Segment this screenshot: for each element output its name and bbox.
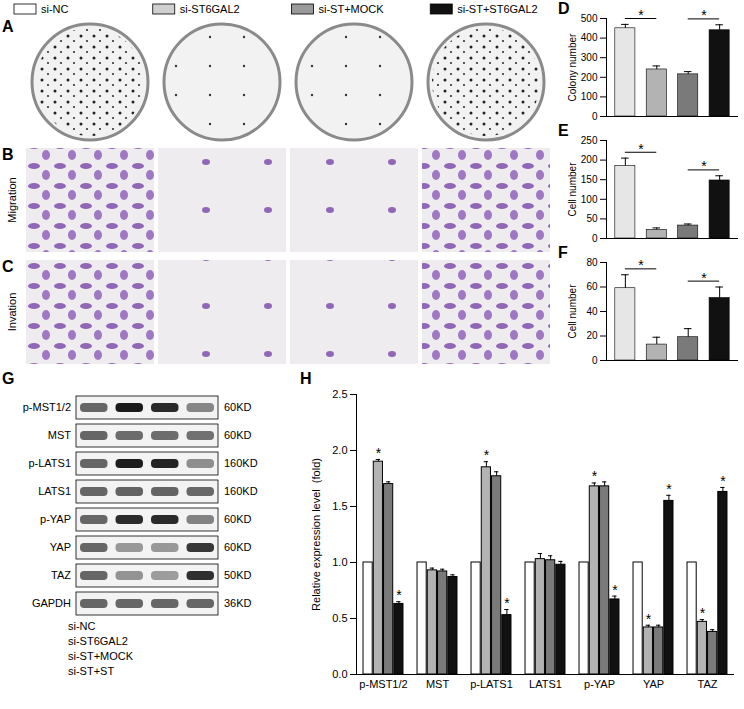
svg-text:1.5: 1.5: [332, 500, 347, 512]
svg-text:Migration: Migration: [6, 177, 18, 222]
svg-text:300: 300: [581, 52, 598, 63]
svg-text:*: *: [700, 605, 706, 621]
svg-text:LATS1: LATS1: [38, 485, 71, 497]
svg-text:LATS1: LATS1: [529, 678, 562, 690]
svg-text:36KD: 36KD: [224, 597, 252, 609]
svg-text:*: *: [666, 481, 672, 497]
svg-text:60: 60: [586, 281, 598, 292]
svg-text:si-NC: si-NC: [41, 3, 69, 15]
svg-text:0.0: 0.0: [332, 668, 347, 680]
svg-text:2.0: 2.0: [332, 444, 347, 456]
html-text:C: C: [2, 258, 14, 275]
svg-text:200: 200: [581, 72, 598, 83]
html-text:D: D: [558, 0, 570, 17]
svg-text:*: *: [612, 582, 618, 598]
svg-text:0: 0: [592, 111, 598, 122]
svg-text:p-MST1/2: p-MST1/2: [359, 678, 407, 690]
svg-text:si-ST6GAL2: si-ST6GAL2: [180, 3, 240, 15]
svg-text:40: 40: [586, 306, 598, 317]
svg-text:*: *: [701, 158, 707, 174]
svg-text:p-YAP: p-YAP: [584, 678, 615, 690]
svg-text:TAZ: TAZ: [51, 569, 71, 581]
svg-text:Colony number: Colony number: [567, 33, 578, 101]
html-text:A: A: [2, 18, 14, 35]
svg-text:Cell number: Cell number: [567, 284, 578, 339]
svg-text:60KD: 60KD: [224, 429, 252, 441]
svg-text:20: 20: [586, 330, 598, 341]
svg-text:250: 250: [581, 135, 598, 146]
svg-text:TAZ: TAZ: [698, 678, 718, 690]
svg-text:*: *: [720, 473, 726, 489]
svg-text:*: *: [504, 595, 510, 611]
html-text:F: F: [558, 244, 568, 261]
svg-text:0: 0: [592, 355, 598, 366]
html-text:E: E: [558, 122, 569, 139]
svg-text:100: 100: [581, 91, 598, 102]
svg-text:60KD: 60KD: [224, 513, 252, 525]
svg-text:Cell number: Cell number: [567, 162, 578, 217]
svg-text:YAP: YAP: [643, 678, 664, 690]
svg-text:*: *: [396, 587, 402, 603]
svg-text:60KD: 60KD: [224, 401, 252, 413]
svg-text:p-MST1/2: p-MST1/2: [23, 401, 71, 413]
svg-text:Relative expression level (fo: Relative expression level (fold): [310, 458, 322, 611]
svg-text:si-ST6GAL2: si-ST6GAL2: [68, 635, 128, 647]
svg-text:si-ST+ST: si-ST+ST: [68, 665, 114, 677]
svg-text:160KD: 160KD: [224, 485, 258, 497]
svg-text:MST: MST: [426, 678, 450, 690]
svg-text:si-NC: si-NC: [68, 620, 96, 632]
svg-text:60KD: 60KD: [224, 541, 252, 553]
svg-text:si-ST+MOCK: si-ST+MOCK: [68, 650, 134, 662]
svg-text:p-YAP: p-YAP: [40, 513, 71, 525]
svg-text:50KD: 50KD: [224, 569, 252, 581]
svg-text:500: 500: [581, 13, 598, 24]
svg-text:200: 200: [581, 154, 598, 165]
svg-text:100: 100: [581, 194, 598, 205]
svg-text:150: 150: [581, 174, 598, 185]
html-text:B: B: [2, 146, 14, 163]
html-text:H: H: [300, 370, 312, 387]
svg-text:*: *: [646, 611, 652, 627]
svg-text:400: 400: [581, 32, 598, 43]
svg-text:YAP: YAP: [50, 541, 71, 553]
svg-text:GAPDH: GAPDH: [32, 597, 71, 609]
svg-text:*: *: [701, 7, 707, 23]
svg-text:*: *: [638, 7, 644, 23]
svg-text:p-LATS1: p-LATS1: [28, 457, 71, 469]
svg-text:si-ST+ST6GAL2: si-ST+ST6GAL2: [457, 3, 537, 15]
svg-text:160KD: 160KD: [224, 457, 258, 469]
svg-text:p-LATS1: p-LATS1: [470, 678, 513, 690]
html-text:G: G: [2, 370, 15, 387]
svg-text:2.5: 2.5: [332, 388, 347, 400]
svg-text:*: *: [638, 257, 644, 273]
svg-text:*: *: [376, 445, 382, 461]
svg-text:1.0: 1.0: [332, 556, 347, 568]
svg-text:*: *: [592, 468, 598, 484]
svg-text:*: *: [484, 447, 490, 463]
svg-text:50: 50: [586, 213, 598, 224]
svg-text:si-ST+MOCK: si-ST+MOCK: [319, 3, 385, 15]
svg-text:*: *: [701, 270, 707, 286]
svg-text:MST: MST: [48, 429, 72, 441]
svg-text:0: 0: [592, 233, 598, 244]
svg-text:0.5: 0.5: [332, 612, 347, 624]
svg-text:80: 80: [586, 257, 598, 268]
svg-text:*: *: [638, 141, 644, 157]
svg-text:Invation: Invation: [6, 293, 18, 332]
